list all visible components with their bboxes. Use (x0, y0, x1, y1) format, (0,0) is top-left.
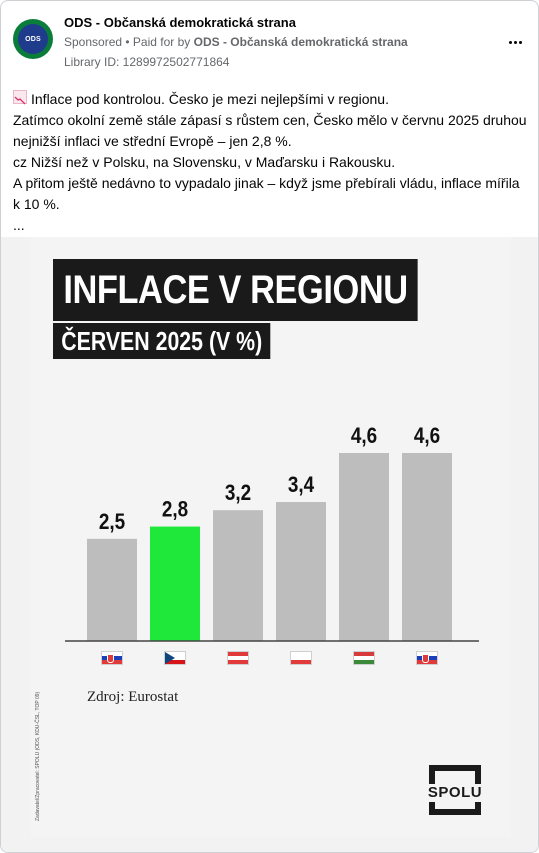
inflation-bar-chart: 2,5 2,8 3,2 3,4 4,6 4,6 (31, 387, 511, 687)
see-more-ellipsis[interactable]: ... (13, 217, 25, 233)
flag-czechia-icon (164, 651, 186, 665)
flag-row (31, 651, 511, 671)
ods-logo-icon: ODS (18, 24, 48, 54)
sponsor-line: Sponsored • Paid for by ODS - Občanská d… (64, 35, 408, 49)
ad-title: INFLACE V REGIONU (53, 259, 418, 321)
library-id: Library ID: 1289972502771864 (64, 55, 230, 69)
data-label: 2,5 (99, 510, 125, 535)
ad-canvas: INFLACE V REGIONU ČERVEN 2025 (V %) 2,5 2… (31, 237, 511, 837)
page-name-link[interactable]: ODS - Občanská demokratická strana (64, 15, 296, 30)
more-dots-icon[interactable] (506, 33, 524, 51)
chart-svg: 2,5 2,8 3,2 3,4 4,6 4,6 (65, 424, 479, 642)
source-label: Zdroj: Eurostat (87, 689, 179, 705)
ad-subtitle: ČERVEN 2025 (V %) (53, 323, 271, 359)
bar-rakousko (213, 510, 263, 641)
flag-austria-icon (227, 651, 249, 665)
data-label: 3,4 (288, 473, 315, 498)
flag-slovenia-icon (101, 651, 123, 665)
post-text-line: Inflace pod kontrolou. Česko je mezi nej… (13, 89, 528, 110)
paid-for-name: ODS - Občanská demokratická strana (193, 35, 408, 49)
data-label: 2,8 (162, 497, 188, 522)
flag-poland-icon (290, 651, 312, 665)
page-avatar[interactable]: ODS (13, 19, 53, 59)
post-text: Inflace pod kontrolou. Česko je mezi nej… (13, 89, 528, 236)
spolu-logo-text: SPOLU (427, 784, 483, 801)
ad-image[interactable]: INFLACE V REGIONU ČERVEN 2025 (V %) 2,5 2… (1, 237, 538, 852)
bar-slovinsko (87, 538, 137, 641)
post-header: ODS ODS - Občanská demokratická strana S… (13, 11, 528, 75)
flag-hungary-icon (353, 651, 375, 665)
bar-polsko (276, 502, 326, 641)
side-credit: Zadavatel/Zpracovatel: SPOLU (ODS, KDU-Č… (35, 691, 41, 821)
spolu-logo: SPOLU (425, 765, 485, 827)
post-text-line: Zatímco okolní země stále zápasí s růste… (13, 112, 527, 149)
data-label: 4,6 (351, 424, 377, 449)
flag-slovakia-icon (416, 651, 438, 665)
data-label: 4,6 (414, 424, 440, 449)
post-text-line: cz Nižší než v Polsku, na Slovensku, v M… (13, 154, 396, 170)
chart-decreasing-icon (13, 90, 27, 105)
bar-maďarsko (339, 453, 389, 641)
post-text-line: A přitom ještě nedávno to vypadalo jinak… (13, 175, 520, 212)
data-label: 3,2 (225, 481, 251, 506)
sponsored-label: Sponsored (64, 35, 123, 49)
paid-for-prefix: Paid for by (132, 35, 194, 49)
bar-česko (150, 526, 200, 641)
separator: • (122, 35, 133, 49)
bar-slovensko (402, 453, 452, 641)
